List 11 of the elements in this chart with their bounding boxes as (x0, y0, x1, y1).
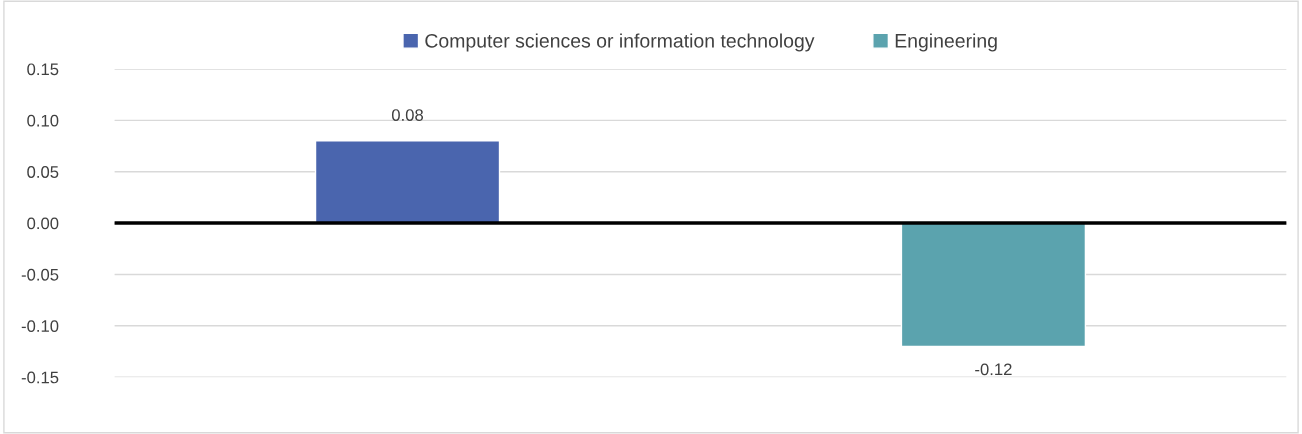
data-label: -0.12 (975, 363, 1012, 376)
y-tick-label: -0.15 (21, 371, 59, 384)
y-tick-label: 0.15 (27, 63, 59, 76)
y-tick-label: 0.10 (27, 114, 59, 127)
data-label: 0.08 (391, 109, 424, 121)
legend-label: Computer sciences or information technology (425, 33, 815, 52)
y-tick-label: 0.05 (27, 166, 59, 178)
y-tick-label: -0.10 (21, 320, 59, 332)
y-tick-label: -0.05 (21, 268, 59, 281)
y-tick-label: 0.00 (27, 217, 59, 230)
legend-label: Engineering (895, 33, 997, 52)
